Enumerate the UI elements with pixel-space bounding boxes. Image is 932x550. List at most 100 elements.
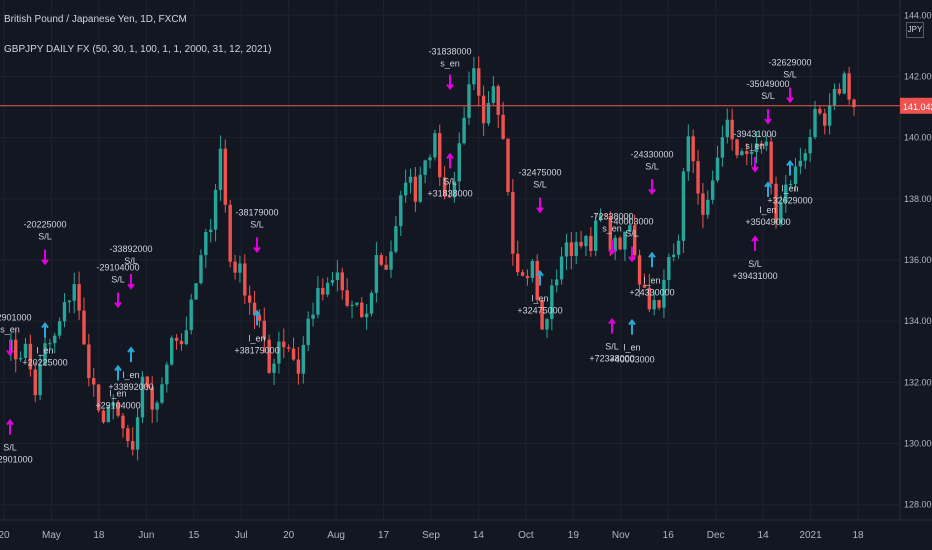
candle-body xyxy=(174,337,179,341)
trade-exit-pnl: -40003000 xyxy=(610,217,653,227)
candle-body xyxy=(38,364,42,396)
candle-body xyxy=(652,300,656,310)
candle-body xyxy=(759,143,764,146)
trade-entry-pnl: +38179000 xyxy=(234,345,279,355)
candle-body xyxy=(126,428,130,442)
candle-body xyxy=(145,376,150,388)
trade-entry-label: l_en xyxy=(623,343,640,353)
trade-entry-pnl: +24330000 xyxy=(629,287,674,297)
candle-body xyxy=(628,225,632,232)
candle-body xyxy=(369,292,374,314)
trade-exit-label: S/L xyxy=(748,259,762,269)
candle-body xyxy=(116,402,120,416)
candle-body xyxy=(82,310,86,345)
candle-body xyxy=(286,347,291,349)
y-tick-label: 144.000 xyxy=(904,10,932,20)
candle-body xyxy=(579,241,583,247)
candle-body xyxy=(715,157,720,181)
trade-entry-pnl: +32629000 xyxy=(767,196,812,206)
candle-body xyxy=(710,180,715,200)
trade-exit-label: S/L xyxy=(533,180,547,190)
candle-body xyxy=(637,255,642,285)
candle-body xyxy=(311,314,315,319)
candle-body xyxy=(462,117,466,144)
candle-body xyxy=(62,302,67,322)
candle-body xyxy=(350,304,354,306)
trade-exit-pnl: +31838000 xyxy=(427,188,472,198)
candle-body xyxy=(316,288,320,315)
candle-body xyxy=(321,288,325,295)
candle-body xyxy=(403,182,408,196)
short-entry-arrow xyxy=(6,340,14,357)
trade-entry-label: s_en xyxy=(440,58,460,68)
candle-body xyxy=(452,181,457,198)
candle-body xyxy=(23,343,28,358)
candle-body xyxy=(632,225,637,256)
candle-body xyxy=(399,195,403,227)
trade-entry-label: l_en xyxy=(643,275,660,285)
stop-loss-arrow xyxy=(446,152,454,169)
short-entry-arrow xyxy=(608,239,616,256)
trade-entry-label: l_en xyxy=(36,346,53,356)
study-title: GBPJPY DAILY FX (50, 30, 1, 100, 1, 1, 2… xyxy=(4,44,272,55)
candle-body xyxy=(330,280,335,283)
candle-body xyxy=(793,166,798,185)
candle-body xyxy=(121,415,125,429)
trade-exit-pnl: +22901000 xyxy=(0,455,33,465)
candle-body xyxy=(491,86,496,103)
candle-body xyxy=(511,191,515,254)
candle-body xyxy=(496,86,500,115)
y-tick-label: 130.000 xyxy=(904,439,932,449)
x-tick-label: Aug xyxy=(327,530,345,541)
candle-body xyxy=(433,133,437,158)
stop-loss-arrow xyxy=(648,179,656,195)
trade-exit-label: S/L xyxy=(38,232,52,242)
candle-body xyxy=(355,302,359,305)
currency-badge[interactable]: JPY xyxy=(906,22,924,38)
candle-body xyxy=(774,183,778,224)
trade-entry-label: l_en xyxy=(122,370,139,380)
candle-body xyxy=(516,253,520,273)
x-tick-label: 18 xyxy=(852,530,864,541)
candle-body xyxy=(667,256,671,280)
trade-exit-label: S/L xyxy=(111,274,125,284)
candle-body xyxy=(472,68,476,85)
candle-body xyxy=(223,148,228,205)
candle-body xyxy=(559,256,564,280)
candle-body xyxy=(208,229,213,233)
trade-entry-label: l_en xyxy=(759,205,776,215)
trade-exit-label: S/L xyxy=(625,229,639,239)
candle-body xyxy=(823,113,827,126)
trade-exit-label: S/L xyxy=(3,443,17,453)
last-price-tag xyxy=(900,97,932,114)
stop-loss-arrow xyxy=(127,274,135,290)
candle-body xyxy=(155,402,159,410)
x-tick-label: Jun xyxy=(138,530,154,541)
trade-exit-pnl: -32475000 xyxy=(518,168,561,178)
trade-entry-pnl: -39431000 xyxy=(733,129,776,139)
candle-body xyxy=(837,88,842,94)
candle-body xyxy=(165,364,169,385)
candle-body xyxy=(769,141,773,184)
long-entry-arrow xyxy=(114,364,122,381)
trade-exit-pnl: -29104000 xyxy=(96,262,139,272)
candle-body xyxy=(247,295,252,303)
x-tick-label: 19 xyxy=(568,530,580,541)
candle-body xyxy=(706,199,710,215)
candle-body xyxy=(745,151,749,154)
candle-body xyxy=(267,339,271,373)
trade-entry-pnl: -22901000 xyxy=(0,313,32,323)
y-tick-label: 138.000 xyxy=(904,194,932,204)
candle-body xyxy=(540,299,544,330)
trade-entry-pnl: +35049000 xyxy=(745,217,790,227)
candle-body xyxy=(467,84,471,118)
candle-body xyxy=(827,105,832,126)
candle-body xyxy=(730,119,734,140)
candle-body xyxy=(847,73,851,100)
candle-body xyxy=(150,387,154,410)
candle-body xyxy=(725,119,729,138)
trade-exit-pnl: -32629000 xyxy=(768,58,811,68)
candle-body xyxy=(418,174,422,202)
